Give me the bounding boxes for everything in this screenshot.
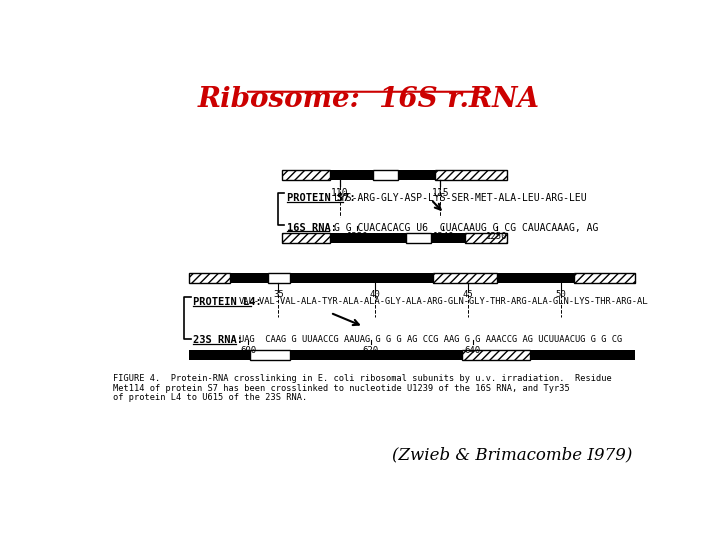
Bar: [290, 273, 433, 283]
Bar: [290, 350, 462, 361]
Text: 600: 600: [240, 346, 256, 355]
Bar: [433, 273, 497, 283]
Bar: [189, 273, 230, 283]
Text: Ribosome:  16S r.RNA: Ribosome: 16S r.RNA: [198, 86, 540, 113]
Text: 640: 640: [465, 346, 481, 355]
Text: LYS-ARG-GLY-ASP-LYS-SER-MET-ALA-LEU-ARG-LEU: LYS-ARG-GLY-ASP-LYS-SER-MET-ALA-LEU-ARG-…: [334, 193, 587, 204]
Text: 23S RNA:: 23S RNA:: [193, 335, 243, 345]
Bar: [431, 233, 465, 244]
Bar: [189, 350, 250, 361]
Bar: [282, 170, 330, 180]
Text: PROTEIN L4:: PROTEIN L4:: [193, 298, 262, 307]
Text: 40: 40: [370, 291, 381, 299]
Text: 50: 50: [556, 291, 567, 299]
Bar: [406, 233, 431, 244]
Text: VAL-VAL-VAL-ALA-TYR-ALA-ALA-GLY-ALA-ARG-GLN-GLY-THR-ARG-ALA-GLN-LYS-THR-ARG-ALA: VAL-VAL-VAL-ALA-TYR-ALA-ALA-GLY-ALA-ARG-…: [239, 298, 654, 306]
Bar: [435, 170, 507, 180]
Bar: [330, 170, 373, 180]
Text: 115: 115: [431, 188, 449, 198]
Bar: [282, 233, 330, 244]
Bar: [330, 233, 406, 244]
Text: 45: 45: [463, 291, 474, 299]
Text: 16S RNA:: 16S RNA:: [287, 222, 337, 233]
Text: 620: 620: [362, 346, 379, 355]
Text: 1230: 1230: [346, 232, 368, 241]
Bar: [530, 350, 635, 361]
Bar: [465, 233, 507, 244]
Text: 35: 35: [273, 291, 284, 299]
Bar: [269, 273, 290, 283]
Text: of protein L4 to U615 of the 23S RNA.: of protein L4 to U615 of the 23S RNA.: [113, 393, 307, 402]
Bar: [230, 273, 269, 283]
Bar: [575, 273, 635, 283]
Bar: [250, 350, 290, 361]
Text: 1250: 1250: [486, 232, 508, 241]
Bar: [462, 350, 530, 361]
Text: UAG  CAAG G UUAACCG AAUAG G G G AG CCG AAG G G AAACCG AG UCUUAACUG G G CG: UAG CAAG G UUAACCG AAUAG G G G AG CCG AA…: [239, 335, 622, 344]
Text: PROTEIN S7:: PROTEIN S7:: [287, 193, 356, 204]
Text: 1240: 1240: [433, 232, 454, 241]
Text: Met114 of protein S7 has been crosslinked to nucleotide U1239 of the 16S RNA, an: Met114 of protein S7 has been crosslinke…: [113, 383, 570, 393]
Bar: [373, 170, 397, 180]
Text: G G CUACACACG U6  CUACAAUG G CG CAUACAAAG, AG: G G CUACACACG U6 CUACAAUG G CG CAUACAAAG…: [334, 222, 598, 233]
Bar: [397, 170, 435, 180]
Text: 110: 110: [330, 188, 348, 198]
Text: FIGURE 4.  Protein-RNA crosslinking in E. coli ribosomal subunits by u.v. irradi: FIGURE 4. Protein-RNA crosslinking in E.…: [113, 374, 612, 383]
Text: (Zwieb & Brimacombe I979): (Zwieb & Brimacombe I979): [392, 447, 632, 464]
Bar: [497, 273, 575, 283]
